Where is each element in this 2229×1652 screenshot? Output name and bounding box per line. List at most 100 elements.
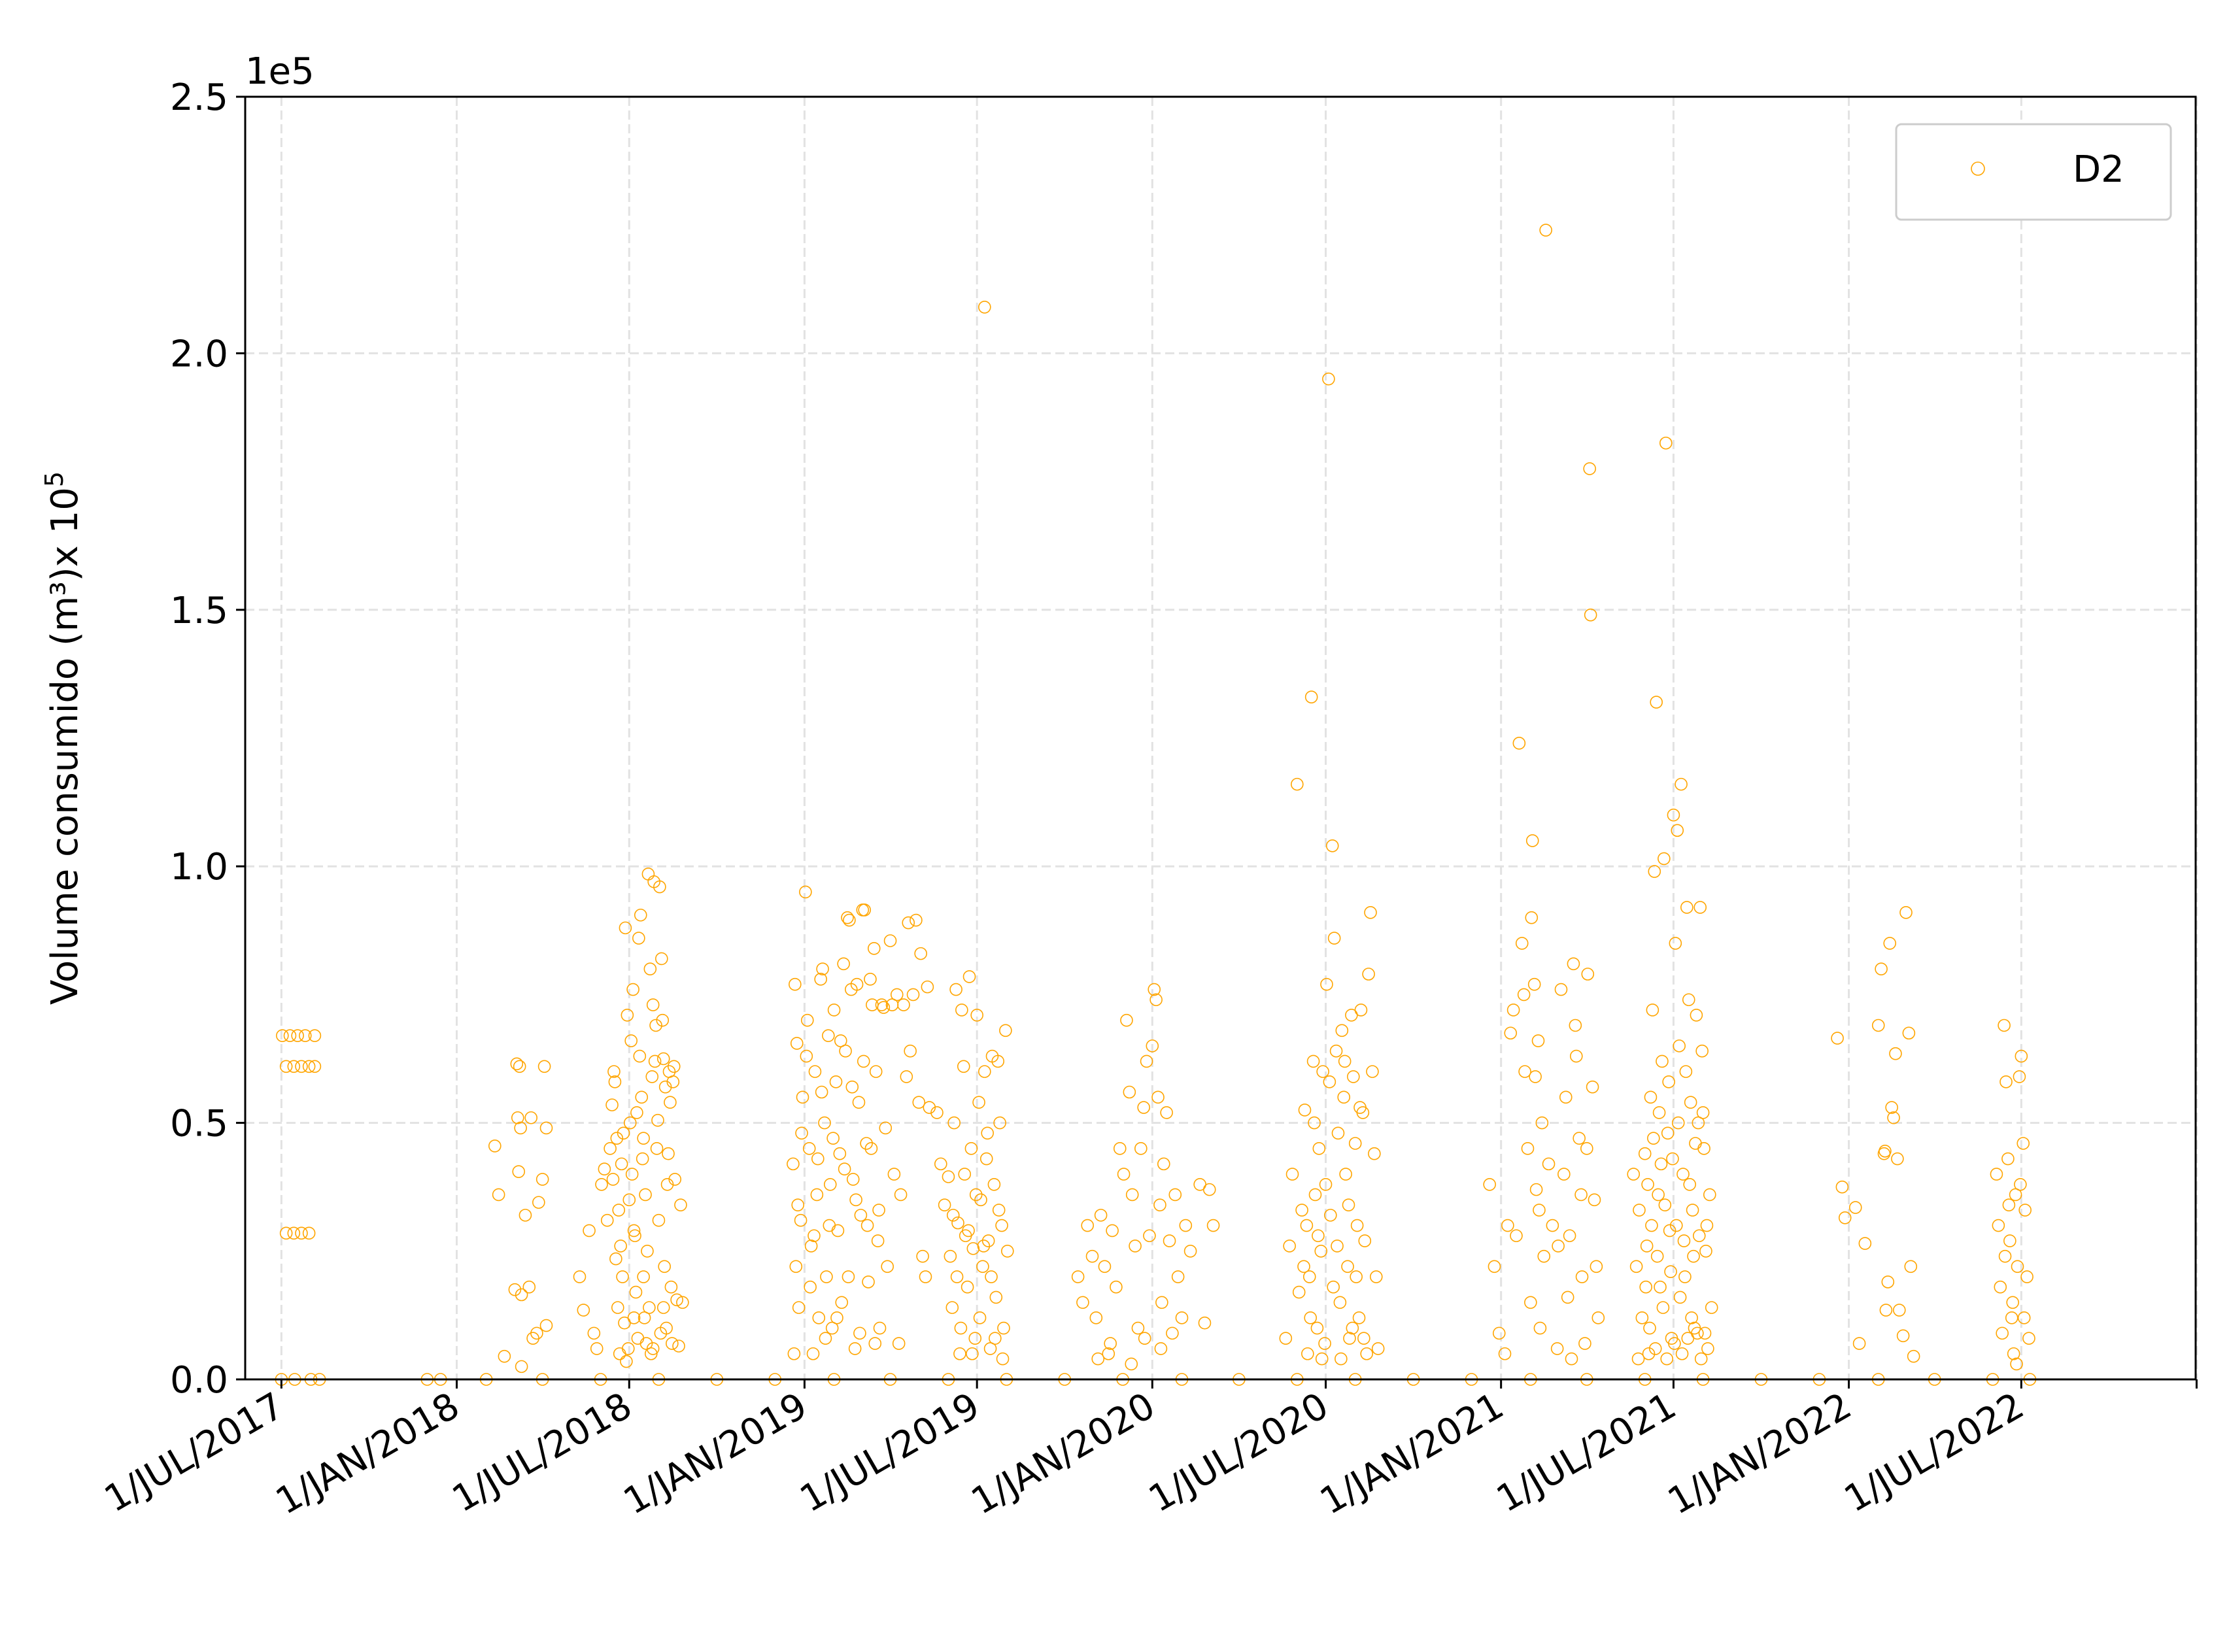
data-point bbox=[522, 1280, 536, 1294]
data-point bbox=[1301, 1347, 1314, 1360]
data-point bbox=[789, 977, 802, 991]
data-point bbox=[812, 1311, 826, 1324]
data-point bbox=[672, 1340, 685, 1353]
data-point bbox=[1703, 1188, 1716, 1202]
data-point bbox=[868, 1337, 882, 1350]
data-point bbox=[976, 1260, 989, 1273]
data-point bbox=[1183, 1245, 1197, 1258]
data-point bbox=[1179, 1219, 1193, 1232]
data-point bbox=[664, 1096, 677, 1109]
data-point bbox=[1705, 1301, 1718, 1314]
data-point bbox=[1143, 1229, 1156, 1243]
data-point bbox=[1552, 1239, 1565, 1253]
data-point bbox=[513, 1060, 526, 1073]
data-point bbox=[637, 1270, 650, 1283]
data-point bbox=[1517, 988, 1531, 1002]
data-point bbox=[1692, 1116, 1705, 1130]
data-point bbox=[804, 1280, 817, 1294]
data-point bbox=[1554, 983, 1568, 996]
data-point bbox=[510, 1057, 524, 1071]
plot-frame bbox=[244, 95, 2197, 1381]
data-point bbox=[515, 1360, 528, 1374]
data-point bbox=[648, 1054, 662, 1068]
data-point bbox=[1153, 1198, 1166, 1211]
data-point bbox=[644, 1347, 658, 1360]
data-point bbox=[1329, 1044, 1343, 1058]
data-point bbox=[1694, 1352, 1708, 1366]
data-point bbox=[299, 1029, 312, 1042]
data-point bbox=[636, 1152, 649, 1166]
data-point bbox=[987, 1177, 1001, 1191]
data-point bbox=[1998, 1249, 2012, 1263]
data-point bbox=[945, 1301, 959, 1314]
legend-label-d2: D2 bbox=[2073, 148, 2124, 191]
data-point bbox=[1125, 1357, 1138, 1371]
data-point bbox=[848, 1342, 862, 1355]
data-point bbox=[514, 1121, 527, 1135]
data-point bbox=[1312, 1229, 1325, 1243]
data-point bbox=[919, 1270, 932, 1283]
data-point bbox=[1561, 1290, 1574, 1304]
data-point bbox=[653, 880, 666, 894]
data-point bbox=[1574, 1188, 1588, 1202]
data-point bbox=[1885, 1101, 1898, 1114]
data-point bbox=[615, 1157, 628, 1171]
data-point bbox=[1338, 1054, 1352, 1068]
y-tick-label: 1.5 bbox=[170, 590, 228, 632]
data-point bbox=[1680, 901, 1693, 914]
data-point bbox=[1652, 1106, 1666, 1119]
data-point bbox=[995, 1219, 1008, 1232]
data-point bbox=[1573, 1132, 1586, 1145]
data-point bbox=[1151, 1090, 1165, 1104]
data-point bbox=[1302, 1270, 1316, 1283]
data-point bbox=[1891, 1152, 1904, 1166]
data-point bbox=[795, 1126, 808, 1140]
data-point bbox=[910, 913, 923, 927]
data-point bbox=[537, 1060, 551, 1073]
data-point bbox=[1295, 1204, 1308, 1217]
data-point bbox=[1506, 1003, 1520, 1017]
data-point bbox=[978, 300, 991, 314]
data-point bbox=[849, 1193, 862, 1207]
data-point bbox=[811, 1152, 825, 1166]
data-point bbox=[1676, 1168, 1690, 1181]
data-point bbox=[864, 1142, 878, 1155]
data-point bbox=[1567, 957, 1580, 971]
data-point bbox=[858, 903, 872, 917]
data-point bbox=[532, 1196, 545, 1209]
data-point bbox=[1650, 1249, 1664, 1263]
data-point bbox=[852, 1096, 866, 1109]
data-point bbox=[519, 1209, 532, 1222]
data-point bbox=[1996, 1326, 2009, 1340]
data-point bbox=[670, 1293, 683, 1307]
data-point bbox=[1492, 1326, 1506, 1340]
data-point bbox=[1140, 1054, 1153, 1068]
data-point bbox=[947, 1116, 961, 1130]
data-point bbox=[631, 1332, 645, 1345]
data-point bbox=[619, 921, 632, 935]
data-point bbox=[623, 1116, 637, 1130]
data-point bbox=[1700, 1219, 1714, 1232]
data-point bbox=[1346, 1321, 1359, 1335]
data-point bbox=[1902, 1026, 1916, 1040]
data-point bbox=[1350, 1219, 1364, 1232]
data-point bbox=[818, 1116, 831, 1130]
data-point bbox=[1331, 1126, 1345, 1140]
data-point bbox=[1899, 906, 1913, 919]
data-point bbox=[1692, 1229, 1706, 1243]
data-point bbox=[1569, 1019, 1582, 1032]
data-point bbox=[1298, 1104, 1312, 1117]
y-tick-label: 2.5 bbox=[170, 76, 228, 119]
data-point bbox=[1664, 1265, 1677, 1278]
data-point bbox=[1904, 1260, 1918, 1273]
data-point bbox=[1559, 1090, 1573, 1104]
data-point bbox=[515, 1288, 528, 1302]
data-point bbox=[792, 1301, 806, 1314]
data-point bbox=[1648, 865, 1661, 878]
data-point bbox=[808, 1065, 822, 1078]
data-point bbox=[622, 1193, 636, 1207]
data-point bbox=[1137, 1101, 1150, 1114]
data-point bbox=[1149, 993, 1163, 1007]
data-point bbox=[1322, 372, 1335, 386]
data-point bbox=[2016, 1137, 2030, 1150]
